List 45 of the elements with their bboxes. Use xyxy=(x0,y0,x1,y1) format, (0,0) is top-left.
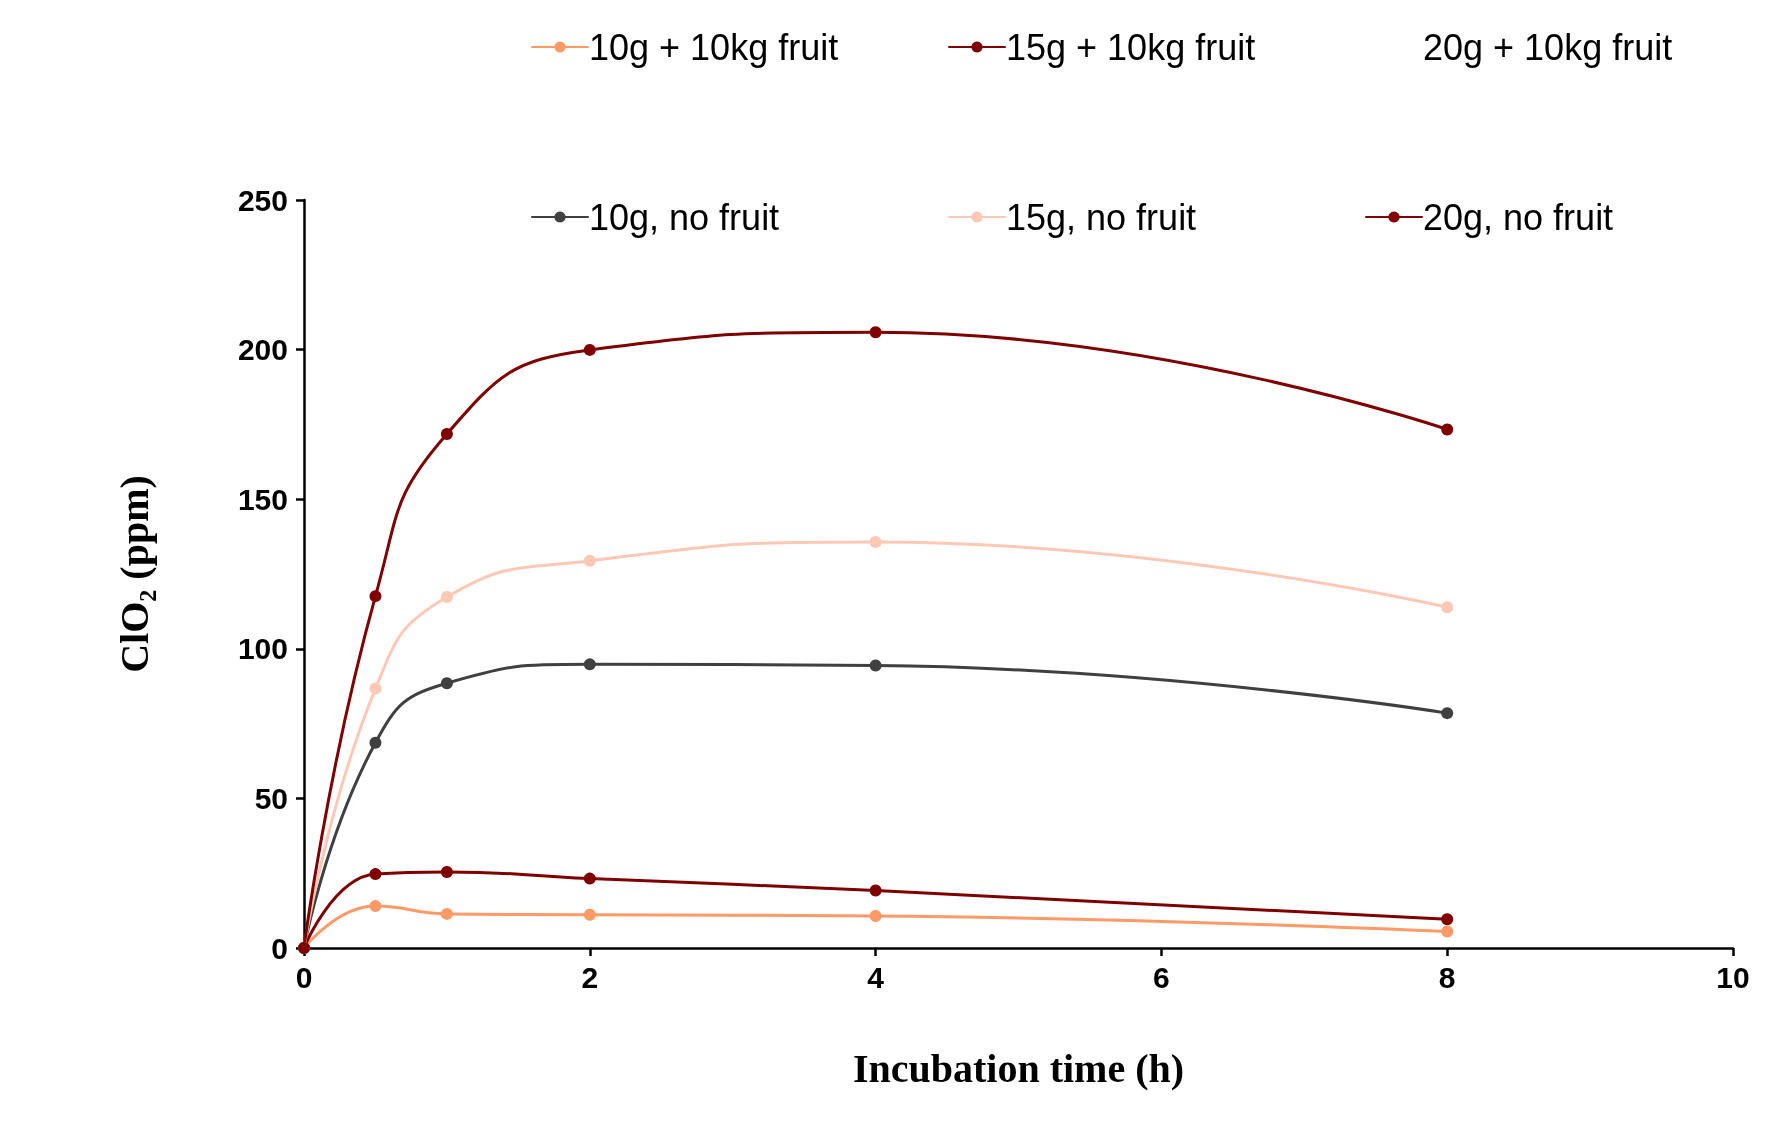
point xyxy=(369,900,382,913)
y-tick-label: 100 xyxy=(237,632,288,666)
x-tick-label: 6 xyxy=(1153,960,1170,994)
y-tick-label: 0 xyxy=(271,931,288,965)
point xyxy=(1441,423,1454,436)
text: 20g + 10kg fruit xyxy=(1423,26,1673,68)
y-tick-label: 250 xyxy=(237,183,288,217)
point xyxy=(583,343,596,356)
point xyxy=(583,908,596,921)
point xyxy=(440,677,453,690)
point xyxy=(440,427,453,440)
point xyxy=(869,326,882,339)
point xyxy=(1441,913,1454,926)
point xyxy=(440,907,453,920)
point xyxy=(869,535,882,548)
point xyxy=(869,659,882,672)
legend-label: 10g, no fruit xyxy=(589,196,780,238)
point xyxy=(369,868,382,881)
legend-label: 15g, no fruit xyxy=(1006,196,1197,238)
x-tick-label: 8 xyxy=(1438,960,1456,994)
point xyxy=(440,866,453,878)
legend-label: 15g + 10kg fruit xyxy=(1006,26,1256,68)
x-tick-label: 0 xyxy=(295,960,313,994)
x-axis-title: Incubation time (h) xyxy=(852,1045,1185,1091)
point xyxy=(369,682,382,695)
y-tick-label: 50 xyxy=(254,781,288,815)
legend-label: 20g, no fruit xyxy=(1423,196,1614,238)
point xyxy=(869,909,882,922)
point xyxy=(1441,601,1454,614)
point xyxy=(583,554,596,567)
point xyxy=(1441,707,1454,720)
point xyxy=(369,590,382,603)
point xyxy=(583,658,596,671)
legend-label: 10g + 10kg fruit xyxy=(589,26,839,68)
point xyxy=(440,591,453,604)
x-tick-label: 2 xyxy=(581,960,599,994)
point xyxy=(1441,925,1454,938)
y-axis-title: ClO₂ (ppm) xyxy=(111,475,157,673)
point xyxy=(583,872,596,885)
y-tick-label: 200 xyxy=(237,333,288,367)
x-tick-label: 4 xyxy=(867,960,885,994)
point xyxy=(869,884,882,897)
x-tick-label: 10 xyxy=(1716,960,1750,994)
point xyxy=(369,736,382,749)
y-tick-label: 150 xyxy=(237,482,288,516)
